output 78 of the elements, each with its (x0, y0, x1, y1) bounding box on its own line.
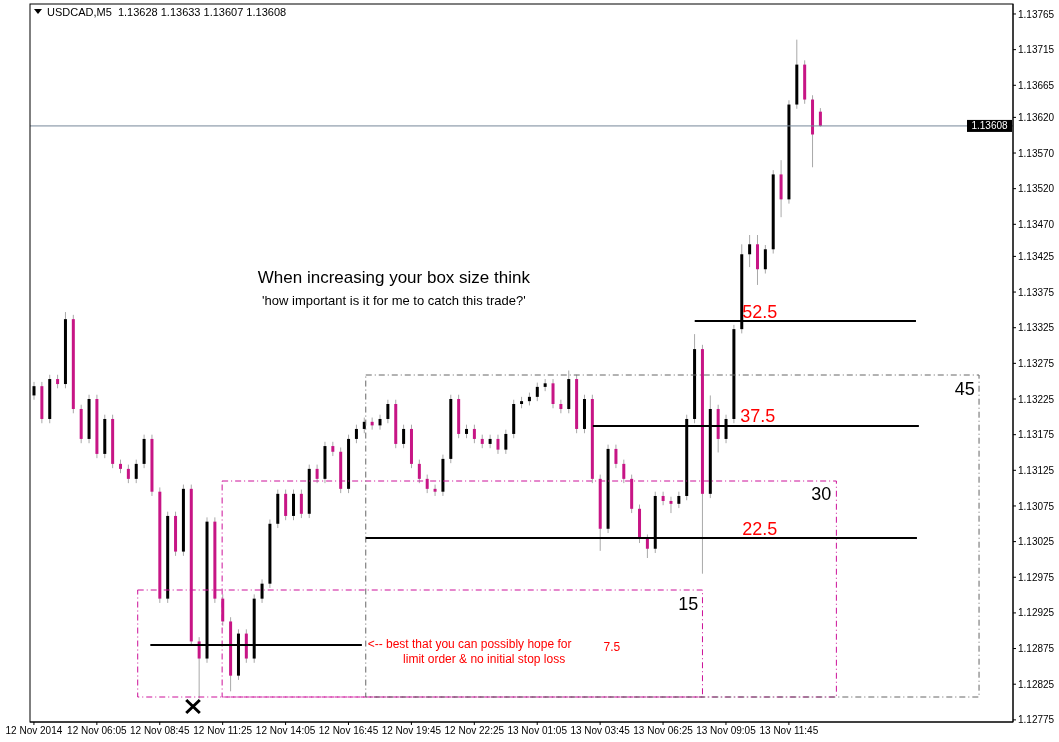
annotation: 37.5 (740, 406, 776, 426)
candlestick (126, 464, 130, 484)
y-tick-label: 1.13620 (1018, 111, 1055, 123)
y-tick-label: 1.13325 (1018, 322, 1055, 334)
candlestick (614, 444, 618, 469)
x-tick-label: 13 Nov 09:05 (696, 725, 757, 737)
candlestick (488, 434, 492, 449)
y-tick-label: 1.12825 (1018, 678, 1055, 690)
candlestick (354, 424, 358, 444)
candlestick (748, 234, 752, 268)
annotation: 30 (811, 484, 832, 504)
y-tick-label: 1.13765 (1018, 8, 1055, 20)
candlestick (292, 489, 296, 521)
annotation: limit order & no initial stop loss (403, 652, 566, 666)
x-tick-label: 13 Nov 01:05 (507, 725, 568, 737)
candlestick (535, 382, 539, 402)
candlestick (763, 244, 767, 275)
candlestick (315, 464, 319, 484)
y-tick-label: 1.13225 (1018, 393, 1055, 405)
chart-title: USDCAD,M5 1.13628 1.13633 1.13607 1.13608 (47, 6, 287, 18)
candlestick (724, 414, 728, 444)
x-tick-label: 13 Nov 06:25 (633, 725, 694, 737)
candlestick (378, 414, 382, 431)
candlestick (551, 378, 555, 409)
x-tick-label: 13 Nov 03:45 (570, 725, 631, 737)
candlestick (402, 424, 406, 449)
x-tick-label: 12 Nov 22:25 (444, 725, 505, 737)
x-tick-label: 12 Nov 14:05 (255, 725, 316, 737)
x-tick-label: 12 Nov 2014 (5, 725, 63, 737)
candlestick (284, 489, 288, 521)
y-tick-label: 1.12925 (1018, 607, 1055, 619)
annotation: When increasing your box size think (257, 267, 531, 287)
y-tick-label: 1.13570 (1018, 147, 1055, 159)
candlestick (299, 489, 303, 519)
candlestick (386, 399, 390, 424)
y-tick-label: 1.13470 (1018, 218, 1055, 230)
y-tick-label: 1.12775 (1018, 714, 1055, 726)
candlestick (472, 424, 476, 444)
annotation: 15 (678, 594, 699, 614)
y-tick-label: 1.13025 (1018, 536, 1055, 548)
candlestick (433, 484, 437, 497)
annotation: 52.5 (742, 302, 778, 322)
y-tick-label: 1.12875 (1018, 643, 1055, 655)
y-tick-label: 1.13520 (1018, 183, 1055, 195)
annotation: 22.5 (742, 519, 778, 539)
y-tick-label: 1.13175 (1018, 429, 1055, 441)
y-tick-label: 1.13425 (1018, 250, 1055, 262)
candlestick (260, 578, 264, 604)
annotation: 'how important is it for me to catch this trade?' (262, 292, 526, 308)
x-tick-label: 12 Nov 08:45 (130, 725, 190, 737)
x-tick-label: 13 Nov 11:45 (759, 725, 819, 737)
y-tick-label: 1.13665 (1018, 79, 1055, 91)
candlestick (134, 459, 138, 484)
candlestick (504, 429, 508, 455)
annotation: 7.5 (603, 640, 621, 654)
candlestick (645, 533, 649, 559)
y-tick-label: 1.13125 (1018, 464, 1055, 476)
annotation: <-- best that you can possibly hope for (367, 637, 572, 651)
y-tick-label: 1.12975 (1018, 571, 1055, 583)
candlestick (669, 496, 673, 514)
candlestick (496, 434, 500, 455)
candlestick (425, 474, 429, 494)
candlestick (197, 636, 201, 699)
candlestick (32, 381, 36, 401)
y-tick-label: 1.13275 (1018, 357, 1055, 369)
candlestick (417, 459, 421, 484)
ref-line-label: 1.13608 (971, 120, 1009, 132)
y-tick-label: 1.13715 (1018, 44, 1055, 56)
x-tick-label: 12 Nov 11:25 (193, 725, 253, 737)
y-tick-label: 1.13375 (1018, 286, 1055, 298)
candlestick (661, 491, 665, 506)
x-tick-label: 12 Nov 19:45 (381, 725, 442, 737)
x-tick-label: 12 Nov 16:45 (318, 725, 379, 737)
y-tick-label: 1.13075 (1018, 500, 1055, 512)
annotation: 45 (954, 379, 975, 399)
candlestick (559, 399, 563, 414)
x-tick-label: 12 Nov 06:05 (67, 725, 128, 737)
candlestick (622, 459, 626, 484)
